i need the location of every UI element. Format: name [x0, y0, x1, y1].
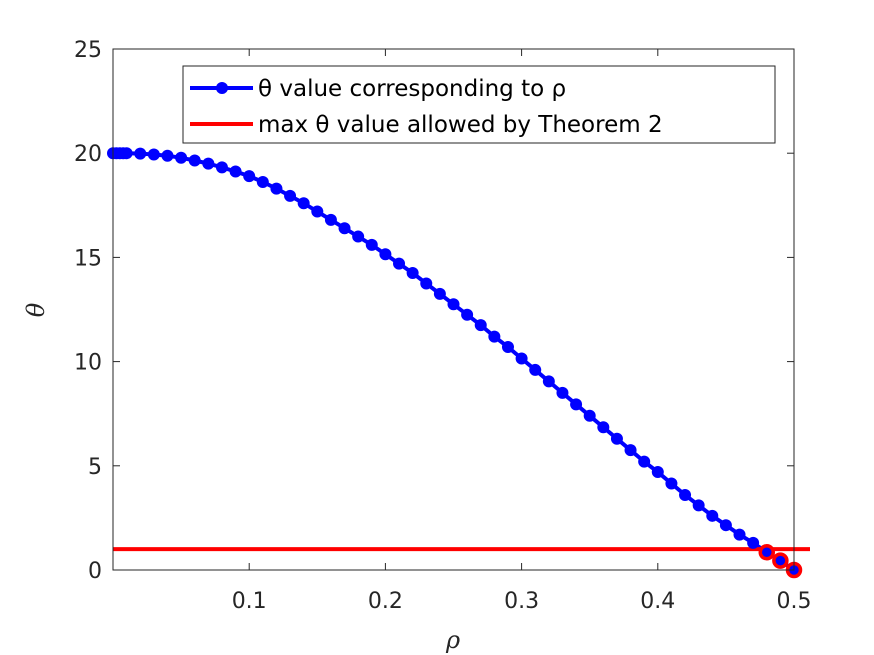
- legend-label-theta: θ value corresponding to ρ: [258, 76, 566, 102]
- data-point: [447, 298, 460, 311]
- highlighted-data-point: [772, 552, 789, 569]
- data-point: [324, 213, 337, 226]
- data-point: [610, 432, 623, 445]
- theta-series-line: [113, 151, 796, 572]
- y-tick-label: 25: [74, 38, 102, 63]
- data-point: [297, 197, 310, 210]
- data-point: [120, 147, 133, 160]
- y-tick-label: 15: [74, 246, 102, 271]
- data-point: [583, 409, 596, 422]
- axes-box: [112, 48, 795, 571]
- data-point: [461, 308, 474, 321]
- data-point: [365, 238, 378, 251]
- data-point: [719, 519, 732, 532]
- data-point: [161, 149, 174, 162]
- data-point: [175, 151, 188, 164]
- legend: θ value corresponding to ρ max θ value a…: [182, 65, 776, 144]
- x-axis-label: ρ: [445, 626, 460, 654]
- data-point: [556, 386, 569, 399]
- data-point: [651, 466, 664, 479]
- data-point: [134, 147, 147, 160]
- data-point: [338, 222, 351, 235]
- y-tick-label: 0: [88, 559, 102, 584]
- data-point: [570, 398, 583, 411]
- data-point: [665, 477, 678, 490]
- data-point: [638, 455, 651, 468]
- data-point: [256, 175, 269, 188]
- y-tick-label: 5: [88, 455, 102, 480]
- data-point: [747, 536, 760, 549]
- data-point: [420, 277, 433, 290]
- data-point: [147, 148, 160, 161]
- data-point: [488, 330, 501, 343]
- data-point: [311, 205, 324, 218]
- highlighted-data-point: [758, 544, 776, 561]
- data-point: [679, 488, 692, 501]
- data-point: [352, 230, 365, 243]
- legend-marker-theta: [216, 82, 228, 94]
- legend-label-max: max θ value allowed by Theorem 2: [258, 112, 663, 138]
- data-point: [406, 267, 419, 280]
- legend-box: [182, 65, 776, 144]
- data-point: [515, 352, 528, 365]
- data-point: [692, 499, 705, 512]
- x-tick-label: 0.3: [504, 589, 539, 614]
- x-tick-label: 0.4: [640, 589, 675, 614]
- data-point: [733, 528, 746, 541]
- data-point: [270, 182, 283, 195]
- data-point: [501, 341, 514, 354]
- x-tick-label: 0.1: [232, 589, 267, 614]
- data-point: [433, 287, 446, 300]
- y-tick-label: 20: [74, 142, 102, 167]
- y-tick-label: 10: [74, 351, 102, 376]
- data-point: [624, 444, 637, 457]
- data-point: [202, 157, 215, 170]
- data-point: [284, 189, 297, 202]
- data-point: [706, 509, 719, 522]
- data-point: [229, 165, 242, 178]
- data-point: [597, 421, 610, 434]
- data-point: [529, 363, 542, 376]
- data-point: [542, 375, 555, 388]
- data-point: [215, 161, 228, 174]
- data-point: [393, 257, 406, 270]
- data-point: [243, 170, 256, 183]
- x-tick-label: 0.5: [777, 589, 812, 614]
- data-point: [188, 154, 201, 167]
- data-point: [474, 319, 487, 332]
- data-point: [379, 248, 392, 261]
- x-tick-label: 0.2: [368, 589, 403, 614]
- y-axis-label: θ: [22, 302, 50, 317]
